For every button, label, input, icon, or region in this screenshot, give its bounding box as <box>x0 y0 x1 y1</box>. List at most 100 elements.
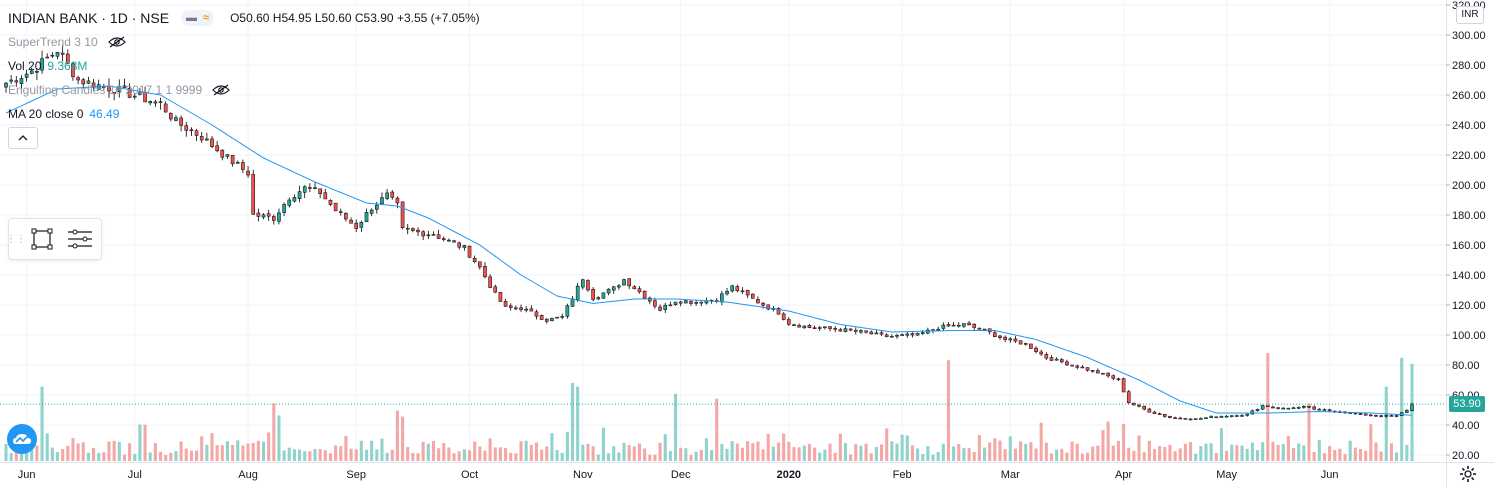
candle-body <box>895 334 899 337</box>
candle <box>565 303 570 319</box>
candle <box>1374 414 1378 417</box>
eye-crossed-icon[interactable] <box>107 36 126 48</box>
volume-bar <box>524 440 528 461</box>
price-axis[interactable]: 20.0040.0060.0080.00100.00120.00140.0016… <box>1446 0 1486 462</box>
volume-bar <box>972 452 976 461</box>
candle <box>81 77 86 89</box>
volume-bar <box>977 435 981 461</box>
chart-mode-pill[interactable]: ▬ ≈ <box>181 10 215 26</box>
candle <box>555 316 559 319</box>
gear-icon[interactable] <box>1459 465 1477 483</box>
candle-body <box>1245 413 1249 416</box>
candle-body <box>349 219 353 224</box>
rectangle-tool-button[interactable] <box>23 219 61 259</box>
candle-body <box>678 301 683 304</box>
candle-body <box>1219 415 1224 418</box>
candle <box>864 330 868 334</box>
candle-body <box>1327 409 1332 412</box>
drawing-toolbar[interactable]: ⋮⋮ <box>6 218 102 260</box>
volume-bar <box>1044 442 1048 461</box>
candle-body <box>369 209 374 214</box>
volume-bar <box>1188 442 1193 461</box>
candle <box>1188 418 1193 421</box>
indicator-volume[interactable]: Vol 20 9.368M <box>8 54 480 78</box>
candle <box>1065 359 1069 367</box>
volume-bar <box>1049 453 1054 461</box>
candle <box>1018 340 1023 345</box>
volume-bar <box>1307 403 1311 461</box>
candle-body <box>308 187 312 189</box>
candle <box>452 239 456 243</box>
eye-crossed-icon[interactable] <box>212 84 231 96</box>
candle-body <box>163 103 168 113</box>
candle-body <box>1111 375 1116 379</box>
candle <box>1126 389 1131 405</box>
volume-bar <box>153 443 157 461</box>
candle-body <box>859 330 863 333</box>
candle <box>581 278 585 290</box>
candle-body <box>318 188 322 195</box>
candle <box>199 132 204 143</box>
candle-body <box>19 78 24 84</box>
candle-body <box>380 197 384 205</box>
volume-bar <box>205 444 209 461</box>
volume-bar <box>1369 424 1373 461</box>
candle <box>436 229 441 240</box>
minus-icon: ▬ <box>186 12 198 24</box>
candle-body <box>457 242 462 248</box>
drag-handle-icon[interactable]: ⋮⋮ <box>6 233 26 245</box>
candle-body <box>246 170 250 176</box>
settings-lines-button[interactable] <box>61 219 99 259</box>
price-tick-label: 240.00 <box>1452 120 1486 132</box>
candle <box>1121 377 1126 393</box>
candle-body <box>40 58 44 71</box>
collapse-legend-button[interactable] <box>8 127 38 149</box>
time-axis[interactable]: Jun Jul Aug Sep Oct Nov Dec 2020 Feb Mar Apr May Jun <box>18 469 1339 481</box>
volume-bar <box>1183 443 1187 461</box>
candle-body <box>519 307 523 310</box>
indicator-engulfing[interactable]: Engulfing Candles 10 2017 1 1 9999 <box>8 78 480 102</box>
volume-bar <box>256 440 260 461</box>
candle-body <box>478 261 482 268</box>
volume-bar <box>493 447 497 461</box>
volume-bar <box>395 410 399 461</box>
volume-bar <box>1199 446 1203 461</box>
symbol-title[interactable]: INDIAN BANK · 1D · NSE <box>8 10 170 26</box>
candle-body <box>900 334 904 336</box>
candle <box>19 75 24 91</box>
currency-badge[interactable]: INR <box>1456 6 1484 24</box>
candle <box>328 199 333 207</box>
volume-bar <box>1410 363 1414 461</box>
candle-body <box>230 154 235 165</box>
candle <box>951 321 956 327</box>
candle-body <box>555 316 559 319</box>
candle <box>529 305 534 312</box>
candle-body <box>292 197 297 202</box>
candle-body <box>1322 409 1327 411</box>
candle <box>745 289 750 299</box>
ma-label: MA 20 close 0 <box>8 107 84 121</box>
tradingview-logo[interactable] <box>7 424 37 454</box>
engulfing-label: Engulfing Candles 10 2017 1 1 9999 <box>8 83 203 97</box>
candle-body <box>653 300 657 307</box>
candle-body <box>1106 372 1110 377</box>
volume-bar <box>45 433 49 461</box>
candle-body <box>405 227 410 230</box>
candle-body <box>586 280 590 291</box>
volume-bar <box>92 447 96 461</box>
volume-bar <box>452 453 456 461</box>
volume-bar <box>287 447 291 461</box>
volume-bar <box>102 452 106 461</box>
volume-bar <box>725 448 729 461</box>
indicator-ma[interactable]: MA 20 close 0 46.49 <box>8 102 480 126</box>
candle <box>163 101 168 113</box>
volume-bar <box>282 450 286 461</box>
candle <box>503 298 508 308</box>
candle-body <box>431 234 436 236</box>
volume-bar <box>55 451 60 461</box>
candle <box>205 132 209 141</box>
candle <box>1168 415 1172 419</box>
indicator-supertrend[interactable]: SuperTrend 3 10 <box>8 30 480 54</box>
candle-body <box>1173 417 1177 420</box>
